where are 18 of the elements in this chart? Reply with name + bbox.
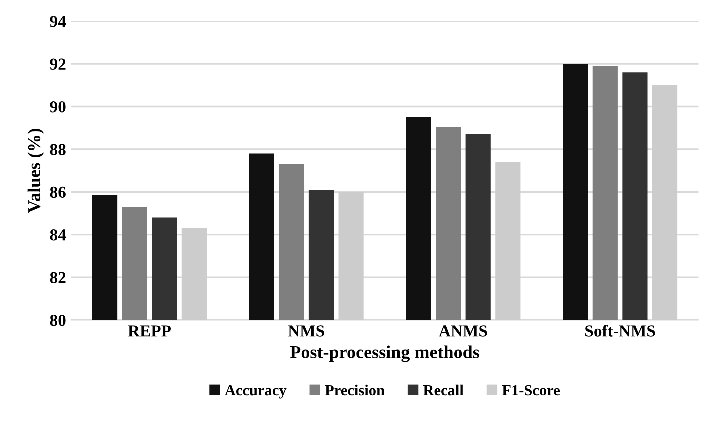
y-axis-title: Values (%) [28, 129, 44, 214]
y-tick-label: 86 [50, 186, 66, 198]
x-tick-label: NMS [288, 326, 324, 337]
y-tick-label: 92 [50, 58, 66, 70]
y-tick-label: 94 [50, 16, 66, 28]
x-tick-label: ANMS [439, 326, 488, 337]
y-tick-label: 80 [50, 314, 66, 326]
legend-label: Recall [423, 384, 464, 396]
y-tick-label: 84 [50, 230, 66, 241]
x-tick-label: REPP [128, 326, 172, 337]
legend-label: Precision [325, 384, 385, 396]
x-tick-label: Soft-NMS [586, 324, 656, 337]
x-axis-title: Post-processing methods [290, 346, 480, 362]
legend-label: Accuracy [225, 385, 287, 399]
y-tick-label: 90 [50, 101, 66, 113]
y-tick-label: 82 [50, 272, 66, 284]
legend-label: F1-Score [502, 385, 560, 396]
y-tick-label: 88 [50, 144, 66, 156]
